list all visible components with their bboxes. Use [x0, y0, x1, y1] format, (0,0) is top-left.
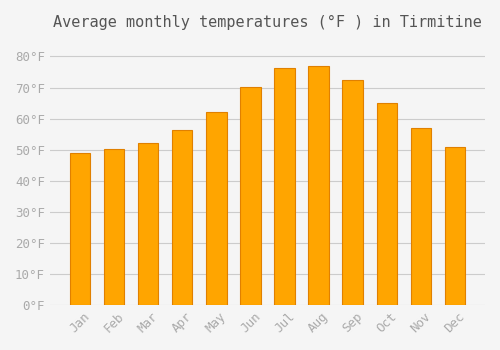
Title: Average monthly temperatures (°F ) in Tirmitine: Average monthly temperatures (°F ) in Ti…: [53, 15, 482, 30]
Bar: [138, 142, 158, 305]
Bar: [342, 80, 363, 305]
Bar: [206, 112, 227, 305]
Bar: [410, 128, 431, 305]
Bar: [445, 147, 465, 305]
Bar: [376, 103, 397, 305]
Bar: [274, 68, 294, 305]
Bar: [104, 149, 124, 305]
Bar: [240, 87, 260, 305]
Bar: [308, 66, 329, 305]
Bar: [70, 153, 90, 305]
Bar: [172, 130, 193, 305]
